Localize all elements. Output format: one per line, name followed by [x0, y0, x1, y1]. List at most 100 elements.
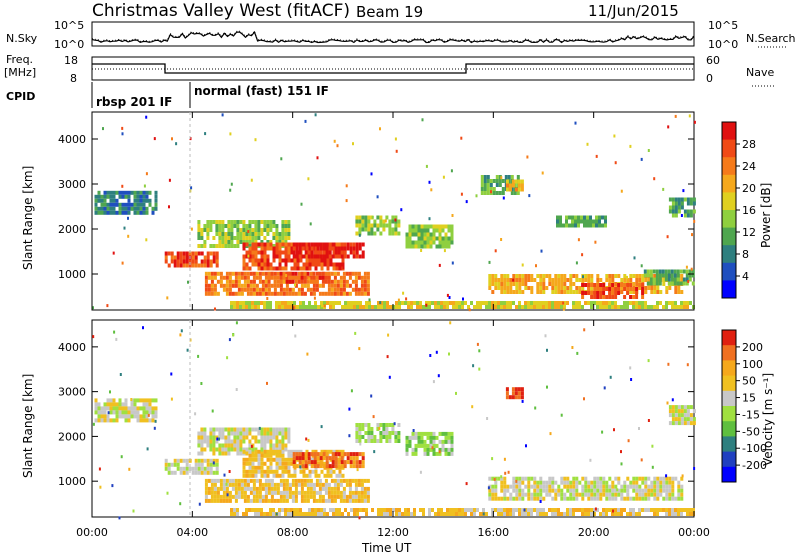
heatmap-cell — [426, 431, 430, 436]
scatter-echo — [640, 458, 643, 462]
heatmap-cell — [629, 484, 633, 489]
heatmap-cell — [325, 254, 329, 259]
heatmap-cell — [308, 473, 312, 478]
heatmap-cell — [617, 305, 620, 309]
heatmap-cell — [530, 278, 534, 282]
heatmap-cell — [100, 414, 104, 419]
heatmap-cell — [506, 496, 510, 501]
heatmap-cell — [593, 484, 597, 489]
heatmap-cell — [510, 187, 514, 191]
heatmap-cell — [563, 282, 567, 286]
heatmap-cell — [444, 236, 448, 241]
heatmap-cell — [297, 482, 301, 487]
heatmap-cell — [260, 439, 264, 444]
heatmap-cell — [207, 490, 211, 495]
heatmap-cell — [411, 447, 415, 452]
heatmap-cell — [512, 480, 516, 485]
heatmap-cell — [486, 191, 490, 195]
heatmap-cell — [236, 236, 240, 240]
heatmap-cell — [154, 198, 158, 203]
heatmap-cell — [617, 476, 621, 481]
heatmap-cell — [240, 271, 244, 276]
heatmap-cell — [352, 254, 356, 259]
heatmap-cell — [324, 271, 328, 276]
heatmap-cell — [500, 305, 503, 309]
heatmap-cell — [397, 435, 401, 439]
heatmap-cell — [257, 262, 261, 267]
heatmap-cell — [264, 498, 268, 503]
heatmap-cell — [337, 460, 341, 465]
heatmap-cell — [266, 246, 270, 251]
heatmap-cell — [644, 305, 647, 309]
heatmap-cell — [539, 278, 543, 282]
heatmap-cell — [653, 512, 656, 516]
heatmap-cell — [586, 223, 589, 228]
heatmap-cell — [644, 286, 648, 290]
heatmap-cell — [486, 179, 490, 183]
heatmap-cell — [112, 206, 116, 211]
heatmap-cell — [206, 462, 210, 467]
heatmap-cell — [423, 232, 427, 237]
heatmap-cell — [599, 492, 603, 497]
heatmap-cell — [505, 387, 509, 392]
scatter-echo — [575, 261, 578, 265]
heatmap-cell — [566, 278, 570, 282]
heatmap-cell — [506, 305, 509, 309]
heatmap-cell — [527, 274, 531, 278]
scatter-echo — [354, 331, 357, 335]
heatmap-cell — [255, 490, 259, 495]
heatmap-cell — [677, 405, 681, 410]
heatmap-cell — [511, 183, 515, 188]
heatmap-cell — [423, 447, 427, 452]
heatmap-cell — [644, 508, 647, 512]
scatter-echo — [693, 120, 696, 124]
heatmap-cell — [505, 183, 509, 188]
heatmap-cell — [203, 244, 207, 248]
heatmap-cell — [548, 301, 551, 305]
heatmap-cell — [653, 476, 657, 481]
heatmap-cell — [554, 508, 557, 512]
heatmap-cell — [263, 447, 267, 452]
heatmap-cell — [127, 406, 131, 411]
heatmap-cell — [210, 271, 214, 276]
heatmap-cell — [269, 246, 273, 251]
heatmap-cell — [248, 461, 252, 466]
heatmap-cell — [680, 512, 683, 516]
heatmap-cell — [388, 223, 392, 228]
heatmap-cell — [309, 291, 313, 296]
heatmap-cell — [228, 279, 232, 284]
heatmap-cell — [316, 464, 320, 469]
heatmap-cell — [617, 512, 620, 516]
heatmap-cell — [346, 452, 350, 457]
heatmap-cell — [222, 498, 226, 503]
scatter-echo — [500, 475, 503, 479]
heatmap-cell — [536, 508, 539, 512]
heatmap-cell — [203, 439, 207, 444]
heatmap-cell — [423, 451, 427, 456]
heatmap-cell — [127, 194, 131, 199]
heatmap-cell — [252, 275, 256, 280]
scatter-echo — [170, 397, 173, 401]
heatmap-cell — [251, 236, 255, 240]
heatmap-cell — [118, 202, 122, 207]
heatmap-cell — [414, 224, 418, 229]
heatmap-cell — [258, 486, 262, 491]
heatmap-cell — [596, 508, 599, 512]
heatmap-cell — [151, 406, 155, 411]
heatmap-cell — [234, 478, 238, 483]
heatmap-cell — [252, 287, 256, 292]
heatmap-cell — [391, 231, 395, 236]
heatmap-cell — [254, 469, 258, 474]
heatmap-cell — [333, 271, 337, 276]
heatmap-cell — [234, 494, 238, 499]
heatmap-cell — [671, 409, 675, 414]
scatter-echo — [211, 409, 214, 413]
heatmap-cell — [692, 197, 696, 202]
scatter-echo — [502, 196, 505, 200]
heatmap-cell — [611, 492, 615, 497]
heatmap-cell — [242, 439, 246, 444]
colorbar-tick-label: 50 — [742, 375, 756, 388]
heatmap-cell — [327, 283, 331, 288]
heatmap-cell — [382, 431, 386, 435]
heatmap-cell — [151, 398, 155, 403]
